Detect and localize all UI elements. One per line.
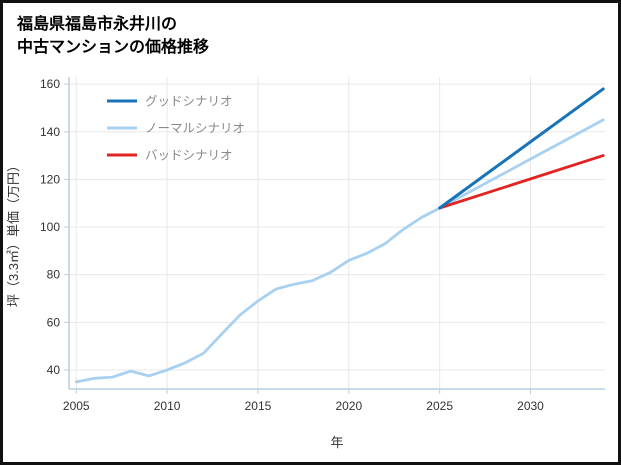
x-tick-label: 2025 — [426, 399, 453, 413]
legend-label: バッドシナリオ — [145, 149, 233, 163]
series-line-bad-scenario — [438, 154, 605, 210]
y-tick-label: 60 — [47, 316, 61, 330]
legend-item: グッドシナリオ — [107, 95, 233, 109]
y-tick-label: 120 — [40, 173, 60, 187]
x-tick-label: 2015 — [245, 399, 272, 413]
x-tick-label: 2010 — [154, 399, 181, 413]
y-tick-label: 100 — [40, 220, 60, 234]
x-axis-label: 年 — [330, 435, 343, 450]
legend-label: グッドシナリオ — [145, 95, 233, 109]
x-tick-label: 2005 — [63, 399, 90, 413]
series-line-good-scenario — [438, 87, 605, 210]
series-line-history-and-normal-scenario — [74, 118, 605, 384]
y-axis-label: 坪（3.3㎡）単価（万円） — [6, 159, 21, 307]
chart-title-line2: 中古マンションの価格推移 — [17, 39, 210, 57]
x-tick-label: 2030 — [517, 399, 544, 413]
chart-title-line1: 福島県福島市永井川の — [17, 16, 178, 33]
price-trend-chart: 2005 2010 2015 2020 2025 2030 40 60 80 100 120 140 1… — [6, 77, 605, 450]
y-tick-label: 160 — [40, 78, 60, 92]
legend-label: ノーマルシナリオ — [145, 122, 245, 136]
y-tick-label: 140 — [40, 125, 60, 139]
legend-item: ノーマルシナリオ — [107, 122, 245, 136]
y-tick-label: 40 — [47, 363, 61, 377]
legend-item: バッドシナリオ — [107, 149, 233, 163]
y-tick-label: 80 — [47, 268, 61, 282]
x-tick-label: 2020 — [335, 399, 362, 413]
chart-title: 福島県福島市永井川の 中古マンションの価格推移 — [3, 3, 618, 61]
